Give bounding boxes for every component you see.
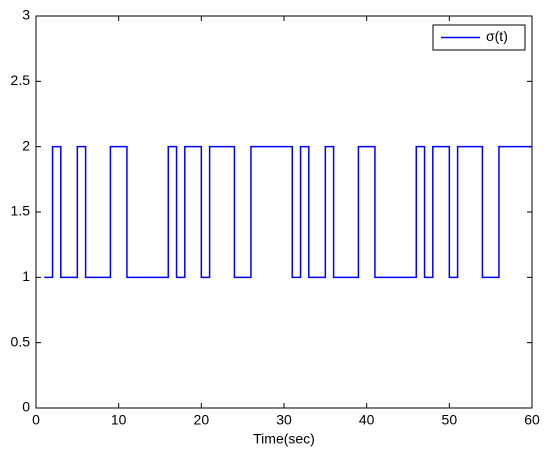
x-tick-label: 30 [276, 412, 292, 428]
x-tick-label: 40 [359, 412, 375, 428]
x-axis-label: Time(sec) [253, 431, 315, 447]
x-tick-label: 0 [32, 412, 40, 428]
y-tick-label: 2.5 [11, 72, 31, 88]
y-tick-label: 2 [22, 137, 30, 153]
x-tick-label: 60 [524, 412, 540, 428]
legend-label: σ(t) [486, 28, 508, 44]
y-tick-label: 0 [22, 399, 30, 415]
y-tick-label: 1 [22, 268, 30, 284]
x-tick-label: 10 [111, 412, 127, 428]
y-tick-label: 3 [22, 7, 30, 23]
y-tick-label: 0.5 [11, 333, 31, 349]
x-tick-label: 20 [194, 412, 210, 428]
x-tick-label: 50 [442, 412, 458, 428]
data-line [44, 145, 532, 279]
y-tick-label: 1.5 [11, 203, 31, 219]
